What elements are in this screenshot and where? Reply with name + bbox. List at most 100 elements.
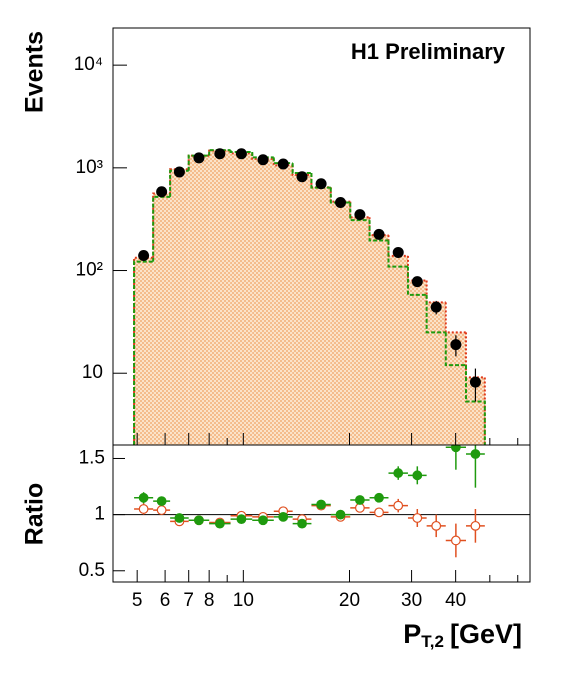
hist-bin-outline — [444, 302, 467, 334]
hist-bin-fill — [188, 155, 210, 445]
data-point — [214, 148, 226, 160]
ratio-point — [138, 504, 149, 514]
ratio-point — [470, 449, 481, 459]
y-tick-label: 10 — [82, 362, 103, 383]
x-tick-label: 40 — [445, 590, 466, 611]
top-plot — [133, 148, 486, 445]
data-point — [235, 148, 247, 160]
x-tick-label: 7 — [183, 590, 194, 611]
ratio-point — [412, 470, 423, 481]
x-tick-label: 6 — [160, 590, 171, 611]
data-point — [193, 152, 205, 164]
hist-bin-outline — [349, 202, 370, 222]
ratio-point — [194, 515, 204, 526]
hist-bin-outline — [133, 260, 154, 445]
ratio-point — [393, 468, 404, 478]
ratio-point — [156, 496, 167, 507]
hist-bin-outline — [406, 266, 427, 296]
y-axis-label: Events — [21, 31, 49, 113]
hist-bin-outline — [425, 280, 446, 304]
hist-bin-outline — [329, 187, 351, 203]
hist-bin-fill — [273, 165, 293, 445]
data-point — [156, 186, 168, 198]
data-point — [277, 158, 289, 170]
data-point — [392, 246, 404, 258]
ratio-point — [450, 535, 461, 546]
x-axis-label: PT,2 [GeV] — [403, 619, 522, 651]
hist-bin-fill — [350, 217, 370, 445]
hist-bin-fill — [311, 187, 331, 445]
hist-bin-outline — [425, 294, 446, 334]
y-tick-label: 10³ — [76, 157, 103, 178]
x-label-sub: T,2 — [421, 632, 444, 651]
hist-bin-fill — [170, 169, 189, 445]
ratio-point — [431, 520, 442, 531]
x-label-unit: [GeV] — [450, 619, 522, 649]
ratio-point — [374, 507, 384, 518]
hist-bin-fill — [426, 302, 446, 445]
hist-bin-fill — [369, 235, 389, 445]
ratio-point — [335, 509, 346, 520]
ratio-point — [214, 518, 225, 529]
hist-bin-fill — [407, 280, 427, 445]
ratio-point — [156, 505, 167, 516]
ratio-axis-label: Ratio — [21, 483, 49, 546]
x-tick-label: 20 — [339, 590, 360, 611]
y-tick-label: 10² — [76, 260, 103, 281]
ratio-point — [470, 520, 481, 531]
hist-bin-outline — [368, 220, 389, 242]
ratio-point — [412, 513, 423, 523]
hist-bin-outline — [444, 332, 467, 367]
hist-bin-outline — [291, 163, 312, 174]
hist-bin-outline — [229, 150, 253, 153]
data-point — [257, 154, 269, 166]
hist-bin-fill — [445, 332, 467, 445]
data-point — [373, 228, 385, 240]
y-tick-label: 10⁴ — [74, 54, 103, 75]
ratio-point — [393, 500, 404, 511]
ratio-y-tick-label: 1.5 — [79, 447, 105, 468]
data-point — [354, 209, 366, 221]
hist-bin-fill — [153, 193, 171, 445]
ratio-point — [258, 515, 268, 526]
data-point — [315, 178, 327, 190]
hist-bin-fill — [330, 201, 351, 445]
axes: 10 10² 10³ 10⁴ 0.5 1 1.5 5 6 7 8 10 20 30 40 — [74, 27, 531, 611]
hist-bin-outline — [465, 332, 486, 445]
data-point — [411, 276, 423, 288]
ratio-y-tick-label: 1 — [94, 504, 105, 525]
ratio-point — [374, 492, 384, 503]
x-tick-label: 5 — [132, 590, 143, 611]
x-label-main: P — [403, 619, 421, 649]
x-tick-label: 8 — [204, 590, 215, 611]
hist-bin-fill — [209, 150, 231, 445]
data-point — [450, 339, 462, 351]
data-point — [335, 196, 347, 208]
data-point — [173, 166, 185, 178]
data-point — [138, 250, 150, 262]
data-point — [469, 376, 481, 388]
ratio-point — [355, 495, 365, 505]
hist-bin-fill — [388, 255, 408, 445]
hist-bin-fill — [292, 174, 312, 445]
ratio-point — [138, 492, 149, 503]
hist-bin-fill — [134, 257, 154, 445]
ratio-point — [278, 511, 289, 522]
ratio-point — [450, 445, 461, 453]
hist-bin-outline — [152, 195, 171, 262]
ratio-y-tick-label: 0.5 — [79, 560, 105, 581]
chart-title: H1 Preliminary — [351, 39, 506, 64]
ratio-frame — [112, 444, 531, 583]
hist-bin-fill — [252, 158, 274, 445]
hist-bin-outline — [291, 165, 312, 176]
ratio-plot — [113, 445, 530, 558]
data-point — [430, 301, 442, 313]
hist-bin-outline — [187, 154, 210, 171]
ratio-point — [174, 513, 185, 523]
hist-bin-outline — [387, 240, 408, 268]
hist-bin-fill — [466, 377, 485, 445]
ratio-point — [316, 499, 327, 510]
x-tick-label: 10 — [233, 590, 254, 611]
hist-bin-fill — [230, 153, 253, 445]
